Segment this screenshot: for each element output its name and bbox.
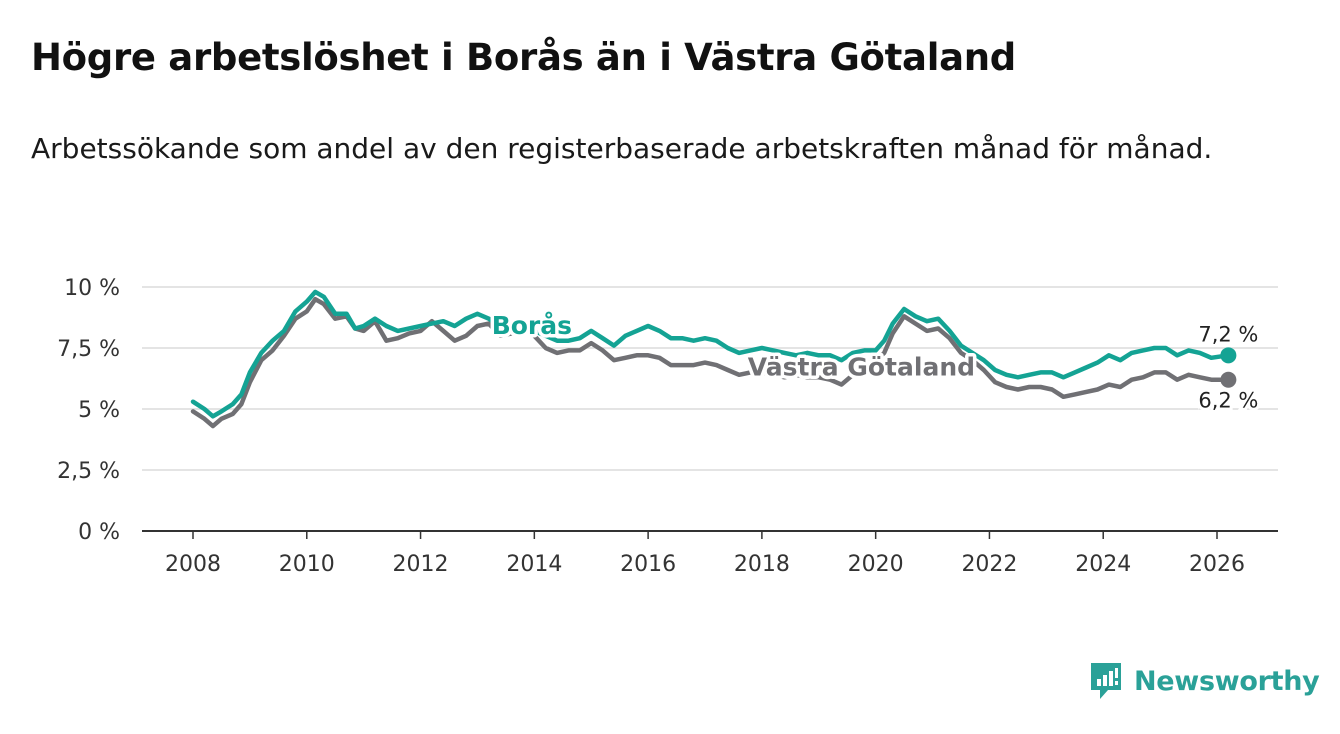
end-value-label: 7,2 % (1198, 322, 1258, 346)
brand-name: Newsworthy (1134, 665, 1320, 697)
series-labels: 7,2 % 6,2 % Borås Västra Götaland (488, 308, 1261, 416)
y-tick-label: 2,5 % (57, 459, 120, 484)
series-line-boras (190, 289, 1231, 419)
x-tick-label: 2018 (734, 552, 790, 577)
grid-lines (142, 286, 1278, 471)
x-tick-label: 2012 (393, 552, 449, 577)
y-axis: 0 % 2,5 % 5 % 7,5 % 10 % (57, 276, 120, 545)
y-tick-label: 10 % (64, 276, 120, 301)
x-tick-label: 2014 (506, 552, 562, 577)
end-point-vastra-gotaland (1220, 371, 1237, 388)
x-tick-label: 2020 (848, 552, 904, 577)
x-tick-label: 2010 (279, 552, 335, 577)
series-name-label: Västra Götaland (748, 353, 975, 382)
y-tick-label: 7,5 % (57, 337, 120, 362)
x-tick-label: 2026 (1189, 552, 1245, 577)
newsworthy-logo-icon (1091, 663, 1121, 699)
end-point-boras (1220, 347, 1237, 364)
y-tick-label: 5 % (78, 398, 120, 423)
x-tick-label: 2024 (1075, 552, 1131, 577)
x-tick-label: 2022 (961, 552, 1017, 577)
x-tick-label: 2008 (165, 552, 221, 577)
x-axis: 2008 2010 2012 2014 2016 2018 2020 2022 2024 2026 (142, 530, 1278, 577)
chart-title: Högre arbetslöshet i Borås än i Västra G… (31, 36, 1016, 79)
x-tick-label: 2016 (620, 552, 676, 577)
series-name-label: Borås (492, 311, 572, 340)
y-tick-label: 0 % (78, 520, 120, 545)
chart-subtitle: Arbetssökande som andel av den registerb… (31, 132, 1213, 165)
end-value-label: 6,2 % (1198, 389, 1258, 413)
series-lines (190, 289, 1237, 429)
newsworthy-logo[interactable]: Newsworthy (1088, 660, 1320, 702)
